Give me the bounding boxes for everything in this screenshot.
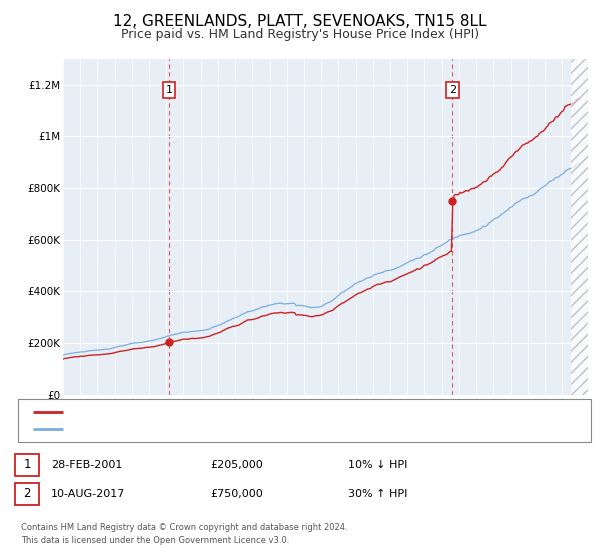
- Text: Contains HM Land Registry data © Crown copyright and database right 2024.: Contains HM Land Registry data © Crown c…: [21, 523, 347, 532]
- Text: 2: 2: [449, 85, 456, 95]
- Bar: [571, 59, 588, 395]
- Text: 1: 1: [23, 458, 31, 472]
- Text: £750,000: £750,000: [210, 489, 263, 499]
- Text: HPI: Average price, detached house, Tonbridge and Malling: HPI: Average price, detached house, Tonb…: [70, 424, 365, 434]
- Text: 10% ↓ HPI: 10% ↓ HPI: [348, 460, 407, 470]
- Text: 30% ↑ HPI: 30% ↑ HPI: [348, 489, 407, 499]
- Text: 2: 2: [23, 487, 31, 501]
- Text: 12, GREENLANDS, PLATT, SEVENOAKS, TN15 8LL (detached house): 12, GREENLANDS, PLATT, SEVENOAKS, TN15 8…: [70, 407, 404, 417]
- Text: 1: 1: [166, 85, 173, 95]
- Text: £205,000: £205,000: [210, 460, 263, 470]
- Text: 10-AUG-2017: 10-AUG-2017: [51, 489, 125, 499]
- Text: This data is licensed under the Open Government Licence v3.0.: This data is licensed under the Open Gov…: [21, 536, 289, 545]
- Bar: [571, 59, 588, 395]
- Text: Price paid vs. HM Land Registry's House Price Index (HPI): Price paid vs. HM Land Registry's House …: [121, 28, 479, 41]
- Text: 28-FEB-2001: 28-FEB-2001: [51, 460, 122, 470]
- Text: 12, GREENLANDS, PLATT, SEVENOAKS, TN15 8LL: 12, GREENLANDS, PLATT, SEVENOAKS, TN15 8…: [113, 14, 487, 29]
